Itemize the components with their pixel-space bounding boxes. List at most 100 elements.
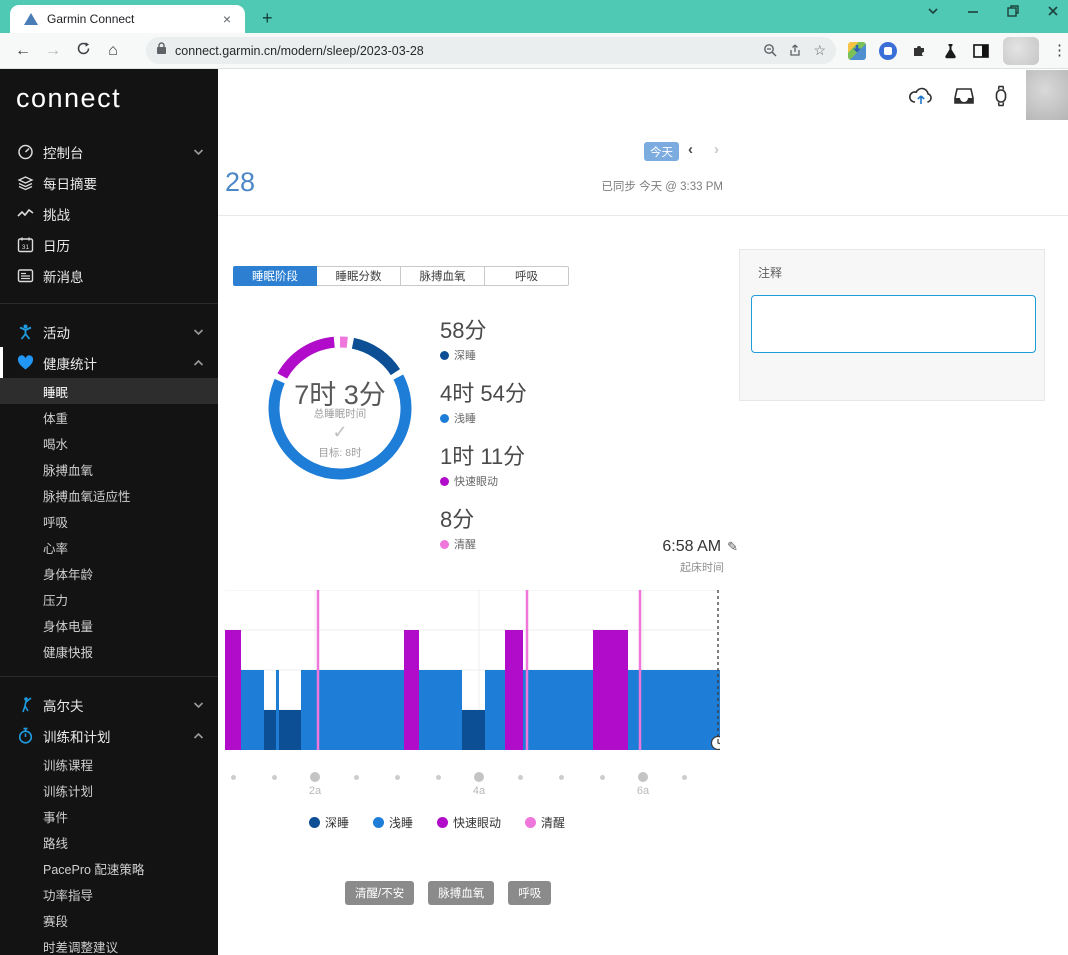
- sleep-stages-chart[interactable]: [225, 590, 720, 750]
- legend-color-dot: [373, 817, 385, 828]
- sidebar-subitem-路线[interactable]: 路线: [43, 836, 69, 851]
- axis-dot: [435, 774, 441, 780]
- sidebar-item-控制台[interactable]: 控制台: [0, 136, 218, 167]
- sidebar-item-label: 控制台: [43, 145, 84, 161]
- sidebar-subitem-压力[interactable]: 压力: [43, 593, 69, 608]
- sidebar-item-日历[interactable]: 31 日历: [0, 229, 218, 260]
- legend-label: 浅睡: [389, 816, 414, 830]
- notes-card: 注释: [739, 249, 1045, 401]
- sidebar-subitem-呼吸[interactable]: 呼吸: [43, 515, 69, 530]
- new-tab-button[interactable]: +: [262, 8, 273, 28]
- chevron-down-icon[interactable]: [193, 701, 204, 709]
- sleep-donut-chart: 7时 3分 总睡眠时间 ✓ 目标: 8时: [265, 333, 415, 483]
- home-button[interactable]: ⌂: [108, 41, 118, 59]
- back-button[interactable]: ←: [15, 41, 31, 59]
- sidebar-subitem-脉搏血氧适应性[interactable]: 脉搏血氧适应性: [43, 489, 131, 504]
- tab-close-icon[interactable]: ×: [222, 11, 231, 27]
- puzzle-extensions-icon[interactable]: [910, 42, 928, 60]
- stat-浅睡: 4时 54分 浅睡: [440, 376, 527, 426]
- sidebar-subitem-赛段[interactable]: 赛段: [43, 914, 69, 929]
- sidebar-item-训练和计划[interactable]: 训练和计划: [0, 720, 218, 751]
- flask-extension-icon[interactable]: [941, 42, 959, 60]
- sidebar-group: 高尔夫 训练和计划训练课程训练计划事件路线 PacePro 配速策略 功率指导赛段时差…: [0, 689, 218, 955]
- app-header-icons: [908, 85, 1008, 107]
- connect-logo[interactable]: connect: [16, 83, 122, 113]
- blue-extension-icon[interactable]: [879, 41, 897, 60]
- sidebar-subitem-PacePro 配速策略[interactable]: PacePro 配速策略: [43, 862, 145, 877]
- bookmark-star-icon[interactable]: ☆: [813, 42, 826, 58]
- sidebar-item-活动[interactable]: 活动: [0, 316, 218, 347]
- stat-label: 浅睡: [440, 410, 527, 426]
- user-avatar[interactable]: [1026, 70, 1068, 120]
- sidebar-item-新消息[interactable]: 新消息: [0, 260, 218, 291]
- today-button[interactable]: 今天: [644, 142, 679, 161]
- stage-color-dot: [440, 476, 449, 486]
- overlay-toggle-buttons: 清醒/不安 脉搏血氧 呼吸: [345, 881, 552, 905]
- chevron-up-icon[interactable]: [193, 732, 204, 740]
- chevron-down-icon[interactable]: [926, 4, 940, 18]
- sidebar-subitem-身体电量[interactable]: 身体电量: [43, 619, 94, 634]
- zoom-out-icon[interactable]: [763, 43, 778, 58]
- legend-label: 快速眼动: [453, 816, 502, 830]
- sidebar-subitem-喝水[interactable]: 喝水: [43, 437, 69, 452]
- chevron-down-icon[interactable]: [193, 328, 204, 336]
- sleep-segment-rem: [404, 630, 419, 750]
- notes-input[interactable]: [751, 295, 1036, 353]
- overlay-button-清醒/不安[interactable]: 清醒/不安: [345, 881, 415, 905]
- sleep-segment-deep: [279, 710, 301, 750]
- sidebar-subitem-事件[interactable]: 事件: [43, 810, 69, 825]
- sidebar-subitem-心率[interactable]: 心率: [43, 541, 69, 556]
- sleep-segment-light: [523, 670, 593, 750]
- chevron-up-icon[interactable]: [193, 359, 204, 367]
- sidebar-subitem-时差调整建议[interactable]: 时差调整建议: [43, 940, 119, 955]
- tab-呼吸[interactable]: 呼吸: [485, 266, 569, 286]
- tab-睡眠分数[interactable]: 睡眠分数: [317, 266, 401, 286]
- garmin-favicon-icon: [24, 13, 38, 25]
- axis-tick-label: 2a: [308, 785, 322, 797]
- sidebar-item-高尔夫[interactable]: 高尔夫: [0, 689, 218, 720]
- tab-睡眠阶段[interactable]: 睡眠阶段: [233, 266, 317, 286]
- tab-脉搏血氧[interactable]: 脉搏血氧: [401, 266, 485, 286]
- sleep-segment-light: [276, 670, 279, 750]
- minimize-icon[interactable]: [966, 4, 980, 18]
- sidebar-subitem-健康快报[interactable]: 健康快报: [43, 645, 94, 660]
- prev-day-chevron[interactable]: ‹: [688, 141, 693, 158]
- sleep-stage-stats: 58分 深睡 4时 54分 浅睡 1时 11分 快速眼动 8分 清醒: [440, 313, 527, 565]
- share-icon[interactable]: [788, 43, 803, 58]
- sidebar-subitem-体重[interactable]: 体重: [43, 411, 69, 426]
- axis-dot: [517, 774, 523, 780]
- device-watch-icon[interactable]: [994, 85, 1008, 107]
- sidebar-item-每日摘要[interactable]: 每日摘要: [0, 167, 218, 198]
- download-extension-icon[interactable]: [848, 41, 866, 60]
- sidebar-item-健康统计[interactable]: 健康统计: [0, 347, 218, 378]
- sidebar-subitem-训练计划[interactable]: 训练计划: [43, 784, 94, 799]
- overlay-button-脉搏血氧[interactable]: 脉搏血氧: [428, 881, 495, 905]
- overlay-button-呼吸[interactable]: 呼吸: [508, 881, 552, 905]
- sidebar-subitem-脉搏血氧[interactable]: 脉搏血氧: [43, 463, 94, 478]
- svg-text:31: 31: [21, 244, 29, 251]
- stage-name: 快速眼动: [454, 476, 498, 488]
- sidebar-item-挑战[interactable]: 挑战: [0, 198, 218, 229]
- sidebar-subitem-身体年龄[interactable]: 身体年龄: [43, 567, 94, 582]
- stat-快速眼动: 1时 11分 快速眼动: [440, 439, 527, 489]
- restore-icon[interactable]: [1006, 4, 1020, 18]
- url-text[interactable]: connect.garmin.cn/modern/sleep/2023-03-2…: [175, 43, 424, 58]
- edit-pencil-icon[interactable]: ✎: [727, 539, 738, 554]
- close-icon[interactable]: [1046, 4, 1060, 18]
- sleep-segment-light: [419, 670, 462, 750]
- inbox-icon[interactable]: [953, 86, 975, 106]
- activity-icon: [16, 323, 34, 341]
- chevron-down-icon[interactable]: [193, 148, 204, 156]
- sidebar-subitem-睡眠[interactable]: 睡眠: [0, 378, 218, 404]
- app-header: [218, 69, 1068, 121]
- browser-tab[interactable]: Garmin Connect ×: [10, 5, 245, 33]
- browser-profile-avatar[interactable]: [1003, 36, 1039, 65]
- cloud-upload-icon[interactable]: [908, 86, 934, 106]
- address-bar[interactable]: connect.garmin.cn/modern/sleep/2023-03-2…: [146, 37, 836, 64]
- reload-button[interactable]: [68, 41, 98, 61]
- browser-menu-icon[interactable]: ⋮: [1052, 41, 1067, 59]
- trend-icon: [16, 205, 34, 223]
- sidebar-subitem-功率指导[interactable]: 功率指导: [43, 888, 94, 903]
- split-screen-extension-icon[interactable]: [972, 42, 990, 60]
- sidebar-subitem-训练课程[interactable]: 训练课程: [43, 758, 94, 773]
